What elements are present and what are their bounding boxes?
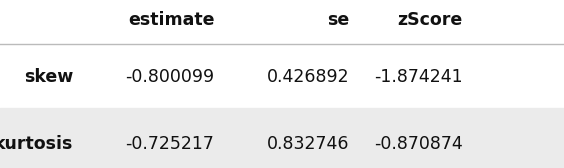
Text: -0.800099: -0.800099 [125,68,214,86]
Text: skew: skew [24,68,73,86]
Text: kurtosis: kurtosis [0,135,73,154]
Text: -0.870874: -0.870874 [374,135,462,154]
Text: estimate: estimate [128,11,214,29]
Bar [0,108,564,168]
Text: -0.725217: -0.725217 [125,135,214,154]
Text: -1.874241: -1.874241 [374,68,462,86]
Text: se: se [328,11,350,29]
Text: zScore: zScore [397,11,462,29]
Text: 0.426892: 0.426892 [267,68,350,86]
Text: 0.832746: 0.832746 [267,135,350,154]
